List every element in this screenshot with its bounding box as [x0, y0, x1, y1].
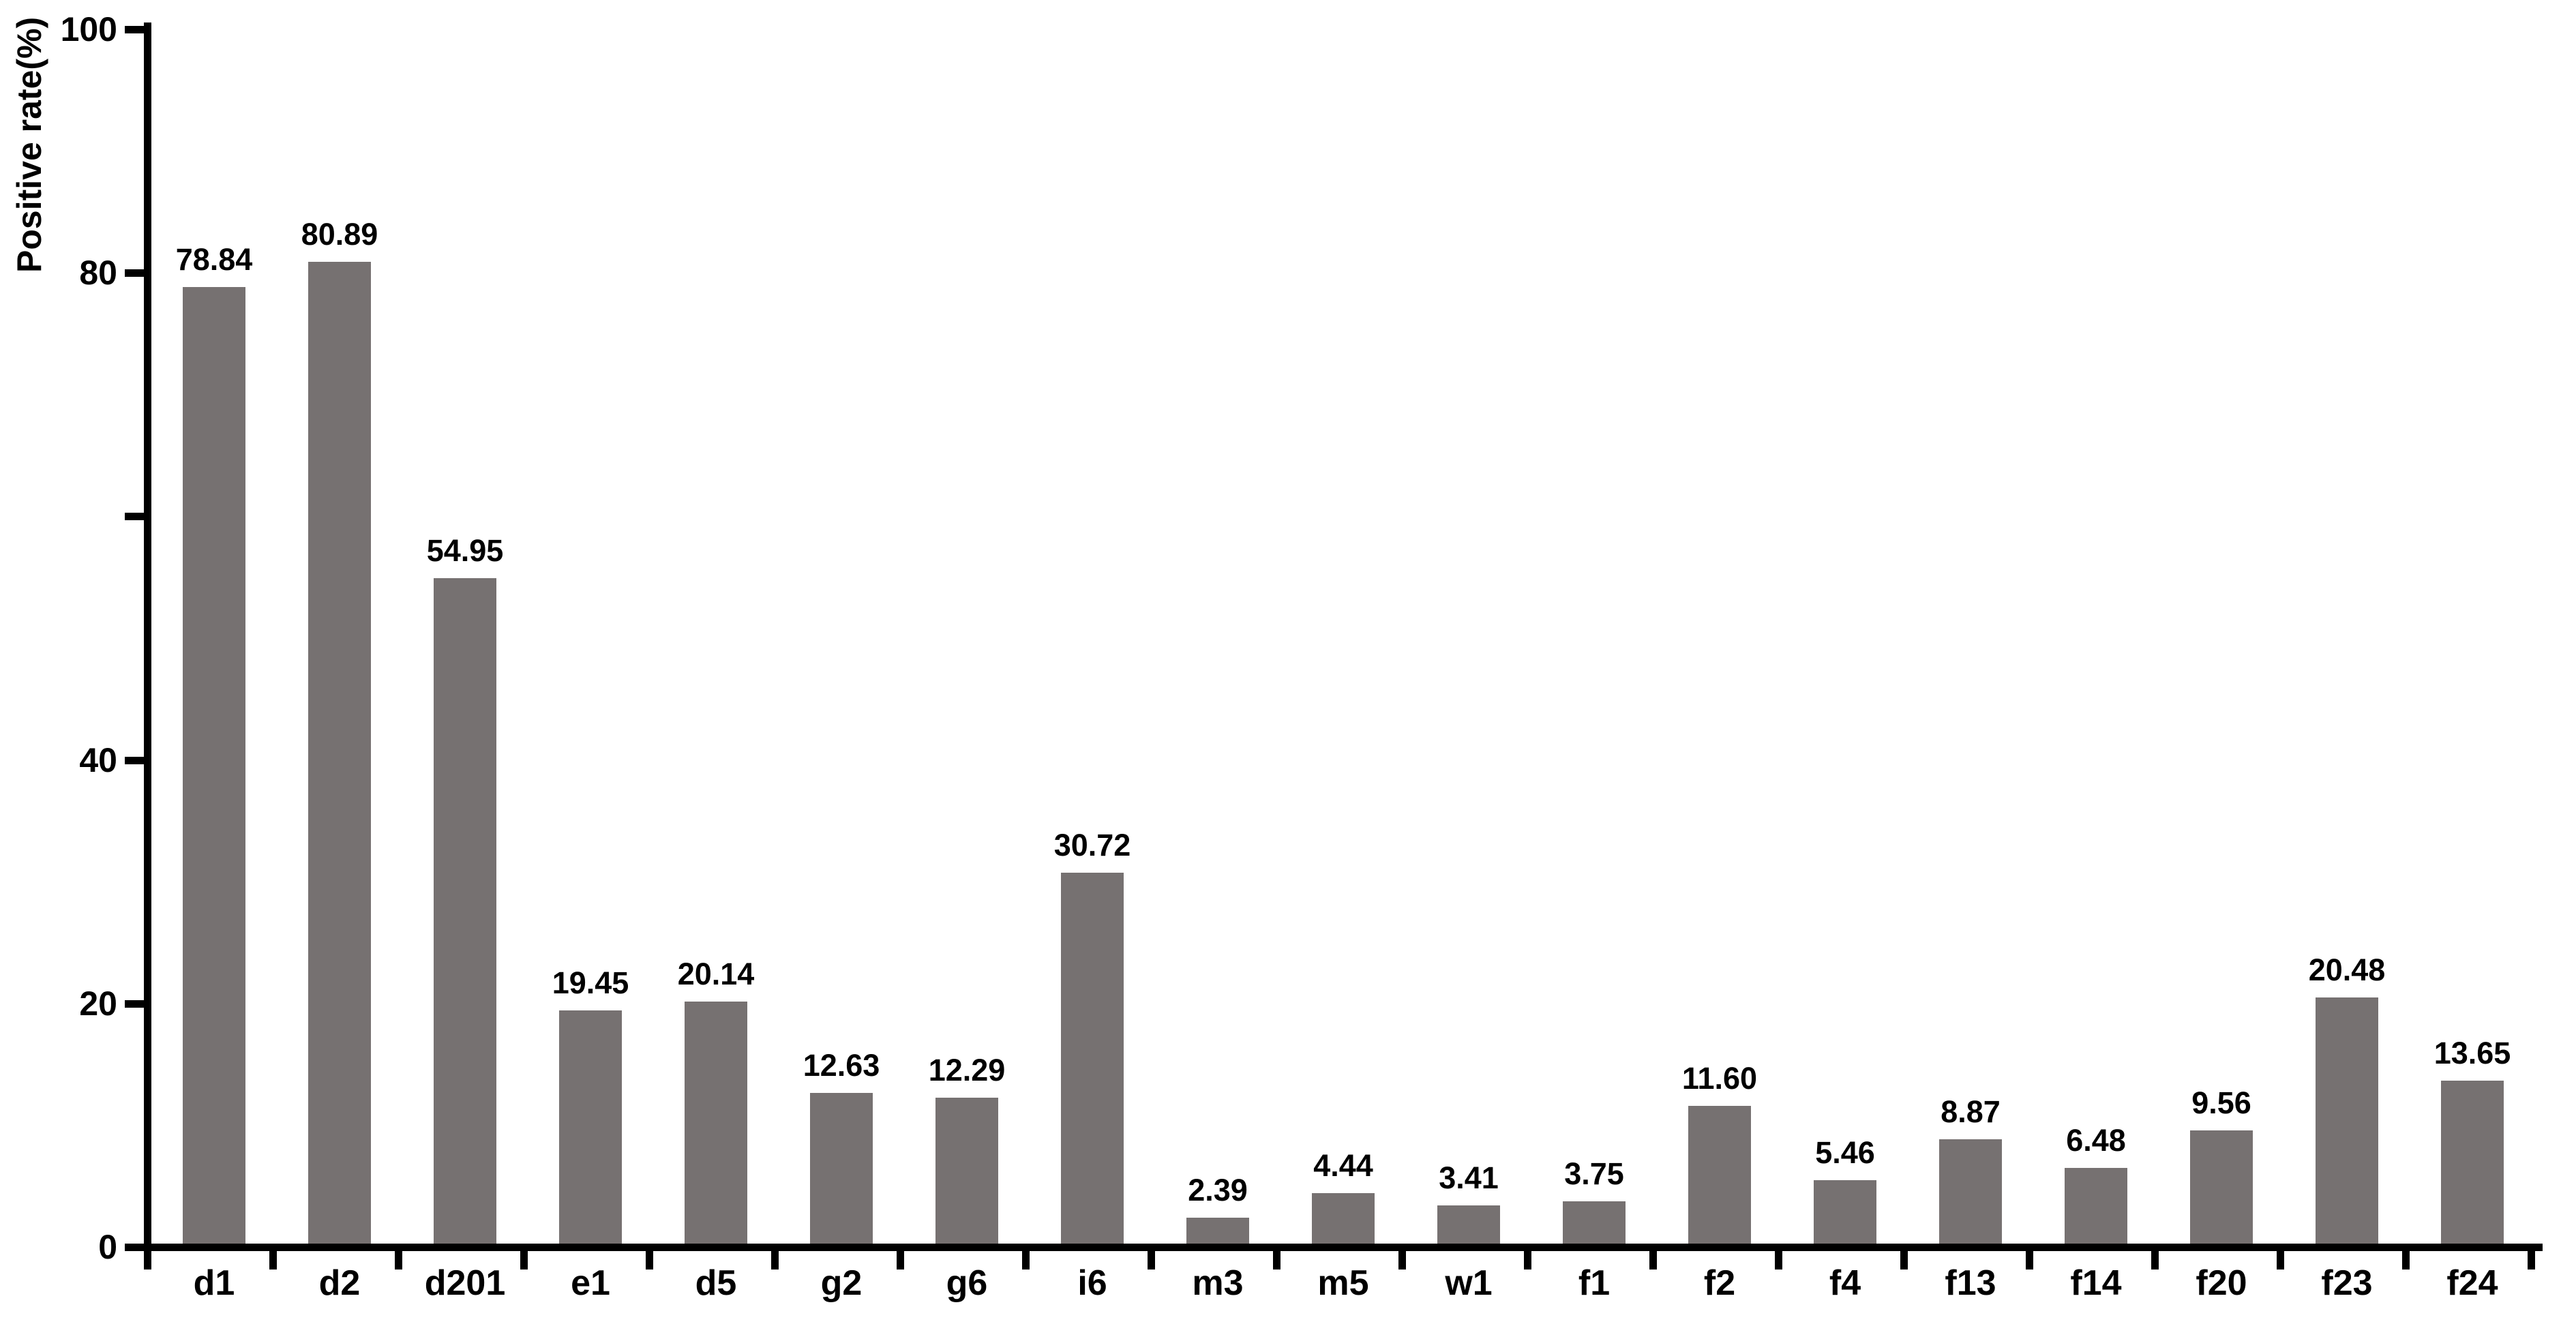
- bar-value-label: 3.41: [1439, 1160, 1499, 1196]
- x-tick: [2528, 1251, 2535, 1270]
- x-tick: [144, 1251, 151, 1270]
- x-category-label: f23: [2321, 1263, 2373, 1303]
- bar-e1: [559, 1010, 622, 1247]
- bar-f14: [2065, 1168, 2127, 1247]
- y-tick-label: 80: [79, 254, 117, 292]
- y-tick: [125, 1244, 144, 1251]
- bar-value-label: 5.46: [1815, 1135, 1875, 1171]
- bar-value-label: 11.60: [1681, 1060, 1758, 1096]
- bar-value-label: 9.56: [2191, 1085, 2251, 1121]
- y-tick-label: 40: [79, 740, 117, 779]
- bar-value-label: 78.84: [175, 241, 253, 277]
- x-category-label: w1: [1445, 1263, 1493, 1303]
- bar-g6: [935, 1097, 998, 1247]
- x-tick: [2402, 1251, 2410, 1270]
- x-tick: [269, 1251, 277, 1270]
- x-tick: [771, 1251, 779, 1270]
- x-category-label: d201: [424, 1263, 506, 1303]
- x-category-label: f13: [1945, 1263, 1996, 1303]
- bar-f1: [1563, 1201, 1626, 1247]
- bar-m5: [1312, 1192, 1375, 1247]
- x-tick: [1524, 1251, 1531, 1270]
- y-tick-label: 100: [60, 10, 117, 48]
- x-tick: [2277, 1251, 2284, 1270]
- x-category-label: d1: [193, 1263, 235, 1303]
- bar-value-label: 3.75: [1564, 1156, 1624, 1192]
- bar-f2: [1688, 1105, 1751, 1247]
- x-category-label: f1: [1578, 1263, 1611, 1303]
- x-tick: [897, 1251, 904, 1270]
- bar-value-label: 80.89: [301, 217, 378, 252]
- bar-value-label: 2.39: [1188, 1173, 1248, 1208]
- x-category-label: g2: [820, 1263, 863, 1303]
- bar-f4: [1814, 1180, 1876, 1247]
- bar-g2: [810, 1093, 873, 1247]
- bar-f13: [1939, 1139, 2002, 1247]
- bar-value-label: 20.14: [677, 957, 755, 992]
- bar-m3: [1186, 1218, 1249, 1247]
- x-category-label: d2: [318, 1263, 361, 1303]
- x-tick: [2151, 1251, 2159, 1270]
- x-category-label: e1: [571, 1263, 610, 1303]
- x-axis-line: [144, 1244, 2543, 1251]
- y-tick: [125, 1000, 144, 1008]
- x-category-label: m3: [1192, 1263, 1244, 1303]
- bar-f20: [2190, 1130, 2253, 1247]
- x-category-label: f14: [2070, 1263, 2122, 1303]
- bar-d5: [685, 1002, 747, 1247]
- bar-value-label: 12.63: [803, 1048, 880, 1083]
- y-tick: [125, 756, 144, 764]
- x-tick: [1022, 1251, 1030, 1270]
- x-tick: [1900, 1251, 1908, 1270]
- bar-d1: [183, 286, 245, 1247]
- x-category-label: f20: [2196, 1263, 2247, 1303]
- x-category-label: m5: [1317, 1263, 1369, 1303]
- bar-value-label: 30.72: [1053, 828, 1131, 863]
- x-category-label: f4: [1829, 1263, 1861, 1303]
- x-tick: [2026, 1251, 2033, 1270]
- y-axis-title: Positive rate(%): [10, 16, 48, 273]
- x-tick: [1649, 1251, 1657, 1270]
- y-tick: [125, 26, 144, 33]
- x-tick: [1148, 1251, 1155, 1270]
- bar-value-label: 12.29: [928, 1052, 1006, 1087]
- x-category-label: f2: [1703, 1263, 1736, 1303]
- bar-value-label: 8.87: [1941, 1094, 2001, 1129]
- bar-d201: [434, 577, 496, 1247]
- bar-f24: [2441, 1081, 2504, 1247]
- y-axis-line: [144, 22, 151, 1251]
- x-category-label: f24: [2446, 1263, 2498, 1303]
- bar-value-label: 13.65: [2433, 1036, 2511, 1071]
- y-tick: [125, 269, 144, 277]
- bar-value-label: 54.95: [426, 532, 504, 568]
- bar-d2: [308, 262, 371, 1247]
- x-category-label: i6: [1077, 1263, 1107, 1303]
- bar-i6: [1061, 873, 1124, 1247]
- bar-value-label: 4.44: [1313, 1147, 1373, 1183]
- y-tick-label: 0: [98, 1228, 117, 1266]
- x-category-label: d5: [695, 1263, 737, 1303]
- bar-value-label: 20.48: [2308, 952, 2386, 988]
- x-tick: [395, 1251, 402, 1270]
- y-tick-label: 20: [79, 984, 117, 1023]
- x-tick: [646, 1251, 653, 1270]
- bar-value-label: 19.45: [552, 965, 629, 1000]
- x-tick: [1775, 1251, 1782, 1270]
- bar-f23: [2316, 997, 2378, 1247]
- x-tick: [1398, 1251, 1406, 1270]
- y-tick: [125, 513, 144, 521]
- x-category-label: g6: [946, 1263, 988, 1303]
- bar-value-label: 6.48: [2066, 1123, 2126, 1158]
- bar-w1: [1437, 1205, 1500, 1247]
- x-tick: [1273, 1251, 1280, 1270]
- x-tick: [520, 1251, 528, 1270]
